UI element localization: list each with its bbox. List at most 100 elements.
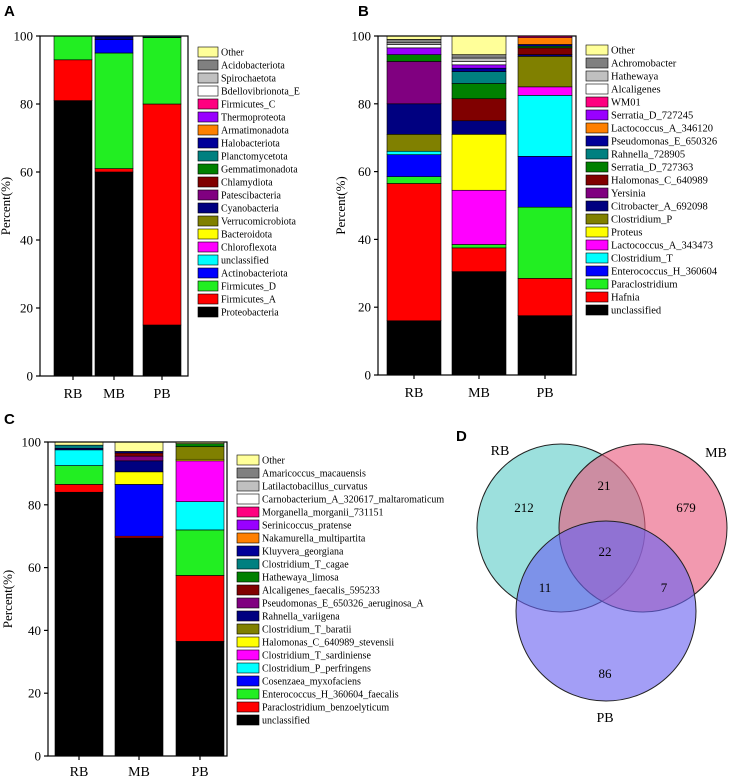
panel-a-bar-mb-proteobacteria: [94, 171, 134, 377]
panel-a-legend-swatch-patescibacteria: [197, 189, 219, 201]
panel-a-ytick-label-80: 80: [20, 97, 33, 112]
panel-c-legend-swatch-amaricoccus-macauensis: [236, 467, 260, 479]
panel-c-legend-label-hathewaya-limosa: Hathewaya_limosa: [262, 573, 339, 584]
panel-a-legend-swatch-other: [197, 46, 219, 58]
panel-b-bar-pb-hafnia: [517, 278, 573, 316]
panel-b-legend-label-hathewaya: Hathewaya: [611, 72, 659, 83]
panel-b-bar-mb-serratia-d-727245: [451, 64, 507, 69]
panel-c-legend-swatch-morganella-morganii-731151: [236, 506, 260, 518]
panel-a-legend-swatch-halobacteriota: [197, 137, 219, 149]
panel-a-stacked-bar-chart: A 0 20 40 60 80 100 RB MB PB Percent(%) Other Acid…: [0, 3, 300, 402]
panel-a-legend-swatch-chlamydiota: [197, 176, 219, 188]
panel-b-bar-mb-rahnella-728905: [451, 71, 507, 84]
panel-c-legend-label-clostridium-t-cagae: Clostridium_T_cagae: [262, 560, 349, 571]
panel-b-letter: B: [358, 3, 369, 20]
panel-c-ytick-label-80: 80: [28, 497, 41, 512]
venn-region-rb-mb: 21: [598, 478, 611, 493]
panel-b-bar-rb-clostridium-p: [386, 134, 442, 152]
panel-a-axes: 0 20 40 60 80 100 RB MB PB Percent(%): [0, 29, 189, 402]
panel-b-legend-label-serratia-d-727363: Serratia_D_727363: [611, 163, 693, 174]
panel-a-legend-label-proteobacteria: Proteobacteria: [221, 308, 279, 319]
panel-b-ytick-label-60: 60: [358, 164, 371, 179]
panel-c-bar-rb-enterococcus-h-360604-faecalis: [54, 465, 104, 485]
panel-a-legend-label-actinobacteriota: Actinobacteriota: [221, 269, 288, 280]
panel-c-legend-swatch-clostridium-p-perfringens: [236, 662, 260, 674]
panel-c-bar-rb-clostridium-t-cagae: [54, 444, 104, 449]
panel-b-stacked-bar-chart: B 0 20 40 60 80 100 RB MB PB Percent(%) Other Achr…: [333, 3, 718, 401]
panel-b-bar-rb-enterococcus-h-360604: [386, 154, 442, 177]
panel-a-xtick-label-pb: PB: [153, 387, 170, 402]
panel-c-legend: Other Amaricoccus_macauensis Latilactobaci…: [236, 454, 444, 727]
panel-a-legend-label-firmicutes-c: Firmicutes_C: [221, 100, 276, 111]
panel-b-bar-mb-citrobacter-a-692098: [451, 120, 507, 135]
panel-a-ytick-label-60: 60: [20, 165, 33, 180]
panel-a-legend-swatch-bacteroidota: [197, 228, 219, 240]
panel-a-legend-label-verrucomicrobiota: Verrucomicrobiota: [221, 217, 297, 228]
panel-a-legend-swatch-gemmatimonadota: [197, 163, 219, 175]
venn-region-rb-mb-pb: 22: [599, 544, 612, 559]
panel-b-legend-swatch-yersinia: [585, 187, 609, 199]
panel-c-ytick-label-40: 40: [28, 623, 41, 638]
panel-c-legend-label-morganella-morganii-731151: Morganella_morganii_731151: [262, 508, 383, 519]
panel-a-legend-swatch-thermoproteota: [197, 111, 219, 123]
panel-c-legend-swatch-paraclostridium-benzoelyticum: [236, 701, 260, 713]
panel-c-legend-swatch-kluyvera-georgiana: [236, 545, 260, 557]
panel-c-legend-swatch-serinicoccus-pratense: [236, 519, 260, 531]
panel-b-bar-mb-hafnia: [451, 247, 507, 272]
panel-b-legend-swatch-enterococcus-h-360604: [585, 265, 609, 277]
panel-a-bars: [53, 35, 182, 377]
panel-b-bar-rb-hafnia: [386, 183, 442, 322]
panel-c-legend-label-nakamurella-multipartita: Nakamurella_multipartita: [262, 534, 366, 545]
panel-c-ytick-label-60: 60: [28, 560, 41, 575]
panel-a-ytick-label-100: 100: [14, 29, 34, 44]
panel-b-bar-mb-serratia-d-727363: [451, 83, 507, 100]
panel-b-bar-rb-citrobacter-a-692098: [386, 103, 442, 135]
panel-a-legend-swatch-armatimonadota: [197, 124, 219, 136]
panel-b-legend-label-clostridium-t: Clostridium_T: [611, 254, 673, 265]
panel-c-bar-rb-clostridium-p-perfringens: [54, 449, 104, 466]
panel-a-legend-label-chlamydiota: Chlamydiota: [221, 178, 273, 189]
panel-a-xtick-label-mb: MB: [103, 387, 125, 402]
panel-c-legend-label-kluyvera-georgiana: Kluyvera_georgiana: [262, 547, 344, 558]
panel-c-legend-swatch-clostridium-t-baratii: [236, 623, 260, 635]
panel-a-letter: A: [4, 3, 15, 20]
panel-b-legend-swatch-lactococcus-a-343473: [585, 239, 609, 251]
panel-c-bar-pb-unclassified: [175, 641, 225, 757]
panel-b-bar-mb-halomonas-c-640989: [451, 98, 507, 122]
panel-c-legend-swatch-unclassified: [236, 714, 260, 726]
panel-b-legend-label-rahnella-728905: Rahnella_728905: [611, 150, 685, 161]
panel-b-legend-label-achromobacter: Achromobacter: [611, 59, 677, 70]
panel-c-legend-label-latilactobacillus-curvatus: Latilactobacillus_curvatus: [262, 482, 368, 493]
panel-c-bar-mb-other: [114, 441, 164, 452]
panel-c-ylabel: Percent(%): [0, 570, 15, 628]
panel-c-legend-swatch-rahnella-variigena: [236, 610, 260, 622]
panel-c-legend-swatch-hathewaya-limosa: [236, 571, 260, 583]
venn-set-label-rb: RB: [491, 444, 510, 459]
panel-d-venn: RB MB PB 212 679 86 21 11 7 22: [476, 443, 728, 726]
panel-c-ytick-label-100: 100: [22, 435, 42, 450]
panel-b-legend-swatch-wm01: [585, 96, 609, 108]
panel-c-bar-pb-clostridium-p-perfringens: [175, 501, 225, 531]
panel-c-bar-pb-hathewaya-limosa: [175, 443, 225, 448]
panel-c-bar-mb-rahnella-variigena: [114, 460, 164, 473]
panel-a-legend-swatch-firmicutes-d: [197, 280, 219, 292]
panel-b-legend-label-lactococcus-a-343473: Lactococcus_A_343473: [611, 241, 713, 252]
venn-region-mb-pb: 7: [661, 580, 668, 595]
panel-b-legend-label-enterococcus-h-360604: Enterococcus_H_360604: [611, 267, 718, 278]
panel-a-legend-label-other: Other: [221, 48, 244, 59]
panel-c-legend-label-other: Other: [262, 456, 285, 467]
panel-c-bar-rb-unclassified: [54, 491, 104, 757]
panel-c-bar-mb-pseudomonas-e-650326-aeruginosa-a: [114, 455, 164, 462]
panel-a-legend-label-patescibacteria: Patescibacteria: [221, 191, 282, 202]
panel-c-legend-label-rahnella-variigena: Rahnella_variigena: [262, 612, 340, 623]
panel-b-bar-rb-unclassified: [386, 320, 442, 376]
panel-b-legend-swatch-serratia-d-727363: [585, 161, 609, 173]
panel-b-bar-pb-lactococcus-a-346120: [517, 37, 573, 45]
venn-set-label-mb: MB: [705, 446, 727, 461]
panel-c-legend-swatch-clostridium-t-cagae: [236, 558, 260, 570]
panel-c-bar-mb-unclassified: [114, 537, 164, 757]
panel-b-axes: 0 20 40 60 80 100 RB MB PB Percent(%): [333, 29, 577, 401]
panel-b-legend-swatch-other: [585, 44, 609, 56]
panel-b-ytick-label-100: 100: [352, 29, 372, 44]
